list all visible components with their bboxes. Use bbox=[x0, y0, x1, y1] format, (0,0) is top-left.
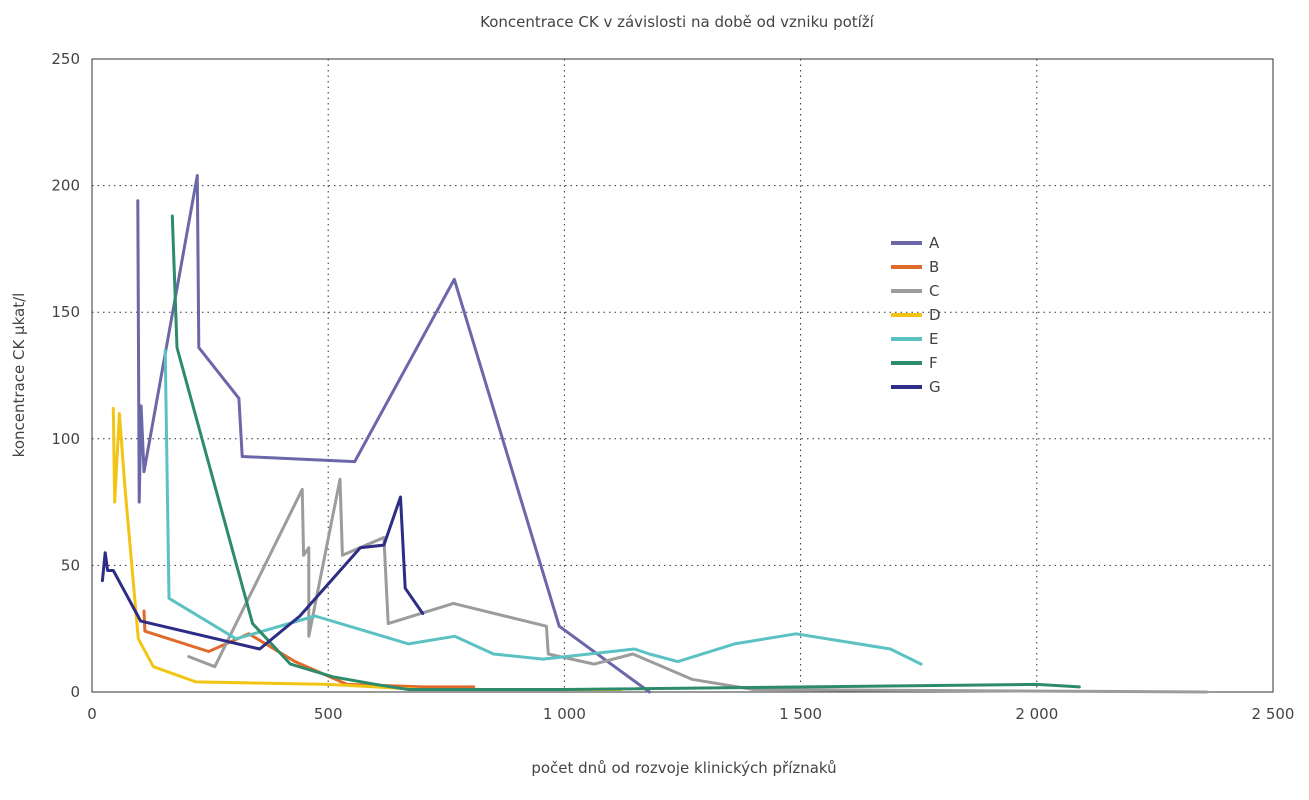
series-line-c bbox=[187, 477, 1209, 694]
series-layer bbox=[100, 174, 1209, 694]
legend-label-e: E bbox=[929, 330, 938, 348]
chart-title: Koncentrace CK v závislosti na době od v… bbox=[480, 13, 875, 31]
x-tick-label: 1 500 bbox=[779, 705, 822, 723]
legend-label-a: A bbox=[929, 234, 940, 252]
x-tick-labels: 0 500 1 000 1 500 2 000 2 500 bbox=[87, 705, 1294, 723]
y-tick-label: 250 bbox=[51, 50, 80, 68]
series-line-f bbox=[170, 214, 1081, 691]
x-tick-label: 2 000 bbox=[1015, 705, 1058, 723]
series-line-b bbox=[142, 609, 476, 689]
y-tick-label: 50 bbox=[61, 556, 80, 574]
y-tick-label: 0 bbox=[70, 683, 80, 701]
legend-label-d: D bbox=[929, 306, 941, 324]
x-tick-label: 2 500 bbox=[1252, 705, 1295, 723]
legend-label-c: C bbox=[929, 282, 939, 300]
y-tick-label: 100 bbox=[51, 430, 80, 448]
legend-label-f: F bbox=[929, 354, 938, 372]
x-axis-label: počet dnů od rozvoje klinických příznaků bbox=[531, 759, 836, 777]
plot-frame bbox=[91, 58, 1274, 693]
x-tick-label: 500 bbox=[314, 705, 343, 723]
y-tick-labels: 0 50 100 150 200 250 bbox=[51, 50, 80, 701]
legend-label-g: G bbox=[929, 378, 941, 396]
series-line-d bbox=[111, 406, 623, 691]
y-tick-label: 150 bbox=[51, 303, 80, 321]
gridlines bbox=[92, 59, 1273, 692]
y-tick-label: 200 bbox=[51, 177, 80, 195]
x-tick-label: 1 000 bbox=[543, 705, 586, 723]
series-line-a bbox=[136, 174, 651, 694]
legend-label-b: B bbox=[929, 258, 939, 276]
series-line-e bbox=[163, 348, 923, 666]
x-tick-label: 0 bbox=[87, 705, 97, 723]
y-axis-label: koncentrace CK µkat/l bbox=[10, 293, 28, 458]
series-line-g bbox=[100, 495, 425, 651]
